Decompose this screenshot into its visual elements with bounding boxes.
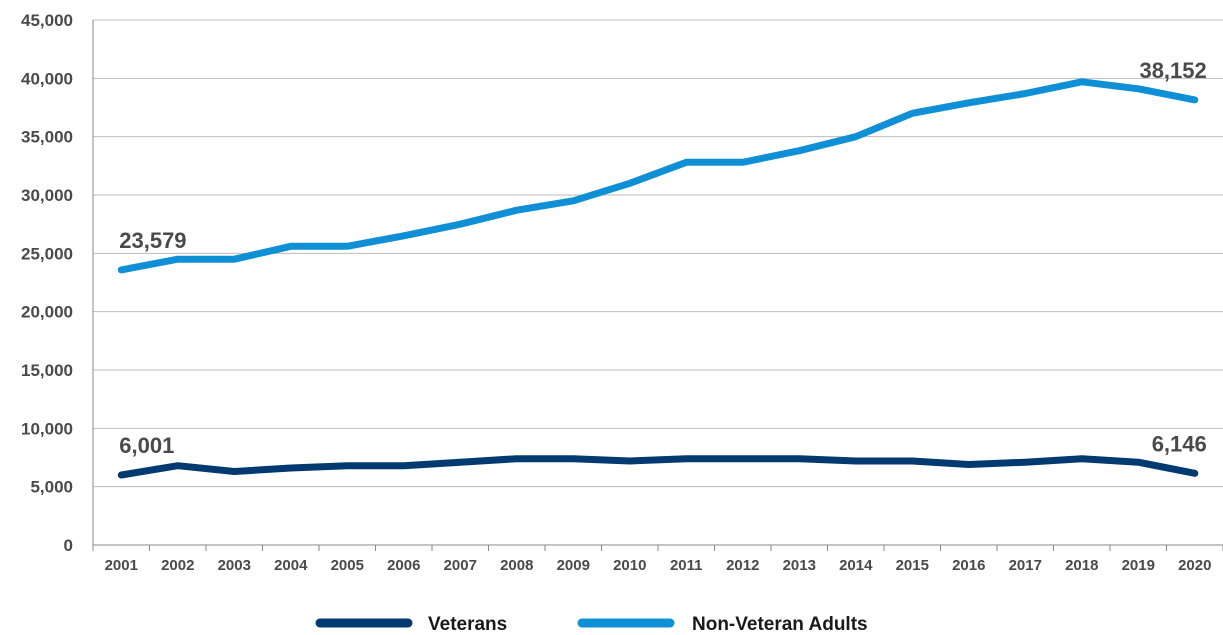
x-tick-label: 2003 [218, 557, 251, 574]
series-line-veterans [117, 455, 1199, 479]
grid [93, 19, 1223, 488]
data-label: 6,001 [119, 433, 174, 458]
x-tick-label: 2011 [670, 557, 703, 574]
x-tick-label: 2004 [274, 557, 308, 574]
legend-label: Veterans [428, 614, 507, 635]
x-tick-label: 2009 [557, 557, 590, 574]
y-tick-label: 40,000 [21, 69, 73, 88]
data-labels: 6,001 6,146 23,579 38,152 [119, 58, 1207, 458]
legend-label: Non-Veteran Adults [692, 614, 868, 635]
x-tick-label: 2016 [952, 557, 985, 574]
series-lines [117, 78, 1199, 479]
legend: Veterans Non-Veteran Adults [315, 614, 868, 635]
x-axis: 2001 2002 2003 2004 2005 2006 2007 2008 2009 2010… [92, 544, 1223, 574]
y-tick-label: 35,000 [21, 128, 73, 147]
x-tick-label: 2020 [1178, 557, 1211, 574]
y-tick-label: 20,000 [21, 303, 73, 322]
x-tick-label: 2015 [896, 557, 929, 574]
data-label: 6,146 [1152, 431, 1207, 456]
x-tick-label: 2017 [1009, 557, 1042, 574]
x-tick-label: 2010 [613, 557, 646, 574]
x-tick-label: 2005 [331, 557, 364, 574]
x-tick-label: 2014 [839, 557, 873, 574]
data-label: 23,579 [119, 228, 186, 253]
x-tick-label: 2002 [161, 557, 194, 574]
data-label: 38,152 [1139, 58, 1206, 83]
x-tick-label: 2001 [105, 557, 138, 574]
x-tick-label: 2019 [1122, 557, 1155, 574]
x-tick-label: 2007 [444, 557, 477, 574]
y-tick-label: 10,000 [21, 419, 73, 438]
y-tick-label: 30,000 [21, 186, 73, 205]
y-tick-label: 0 [64, 536, 73, 555]
series-line-non-veteran-adults [117, 78, 1199, 274]
x-tick-label: 2006 [387, 557, 420, 574]
y-tick-label: 45,000 [21, 11, 73, 30]
y-tick-label: 15,000 [21, 361, 73, 380]
x-tick-label: 2012 [726, 557, 759, 574]
y-axis: 0 5,000 10,000 15,000 20,000 25,000 30,000 35,0… [21, 11, 94, 555]
x-tick-label: 2013 [783, 557, 816, 574]
y-tick-label: 5,000 [30, 478, 73, 497]
y-tick-label: 25,000 [21, 244, 73, 263]
x-tick-label: 2018 [1065, 557, 1098, 574]
x-tick-label: 2008 [500, 557, 533, 574]
